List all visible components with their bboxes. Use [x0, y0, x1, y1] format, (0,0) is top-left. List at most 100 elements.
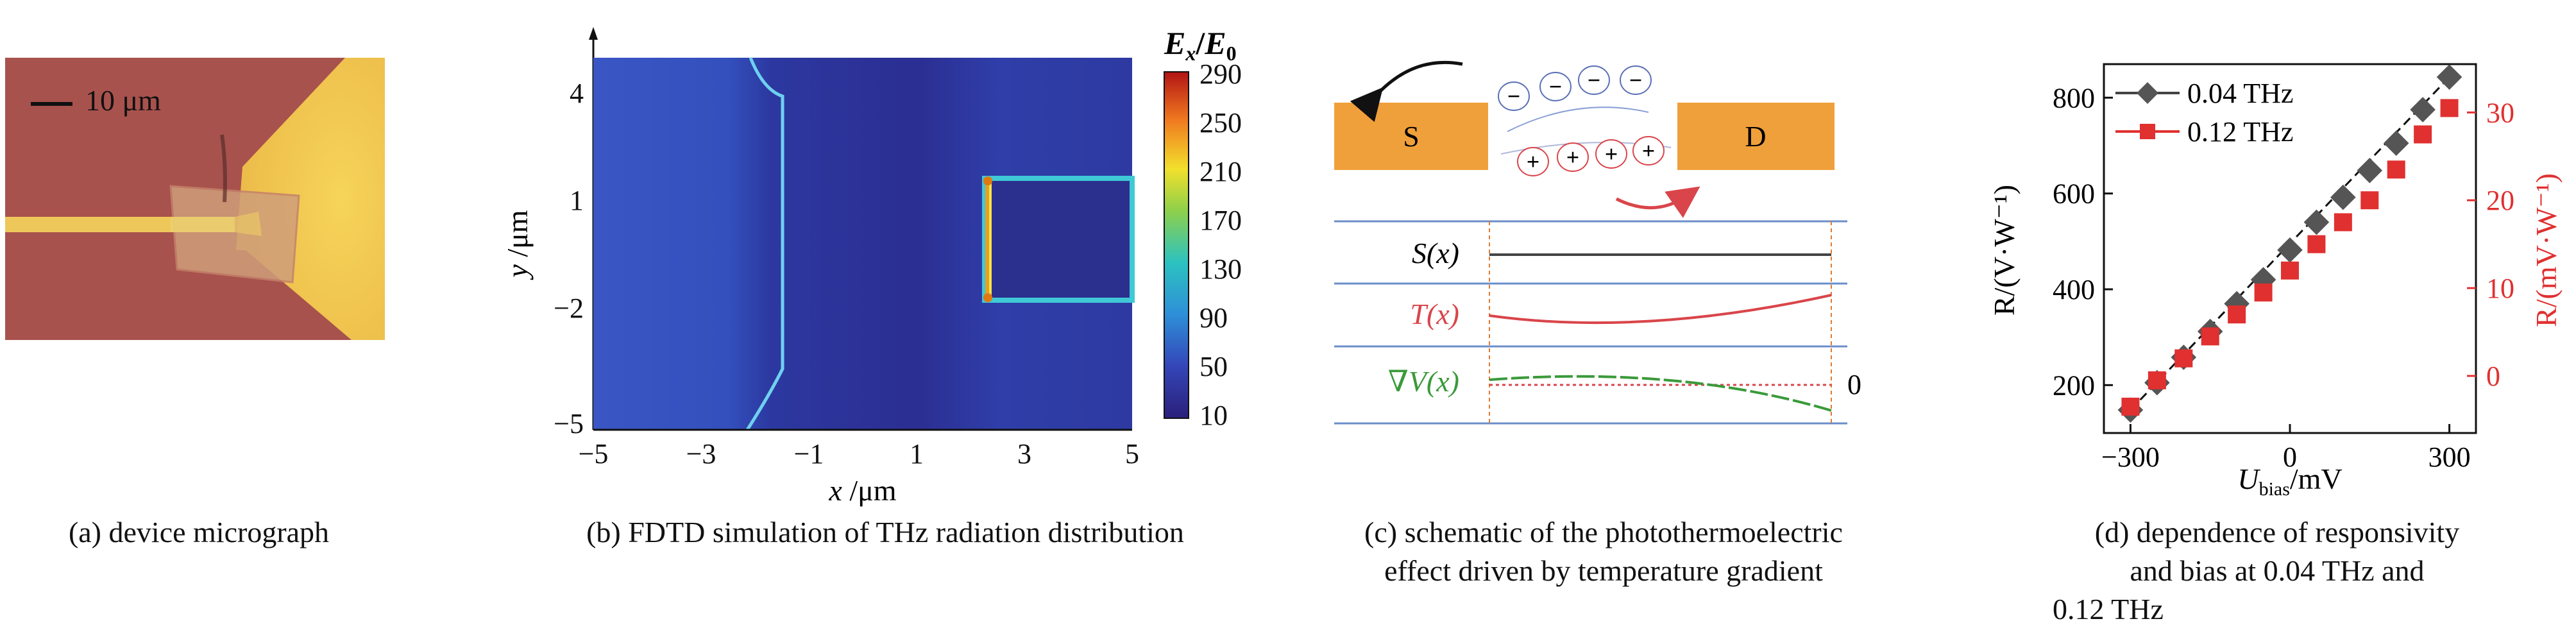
- y-tick-label: 4: [570, 78, 584, 109]
- panel-a: 10 μm: [5, 58, 385, 340]
- caption-c-line1: (c) schematic of the photothermoelectric: [1364, 516, 1843, 548]
- data-point-012thz: [2334, 213, 2352, 232]
- caption-b-text: (b) FDTD simulation of THz radiation dis…: [586, 516, 1184, 548]
- hole-flow-arrow: [1615, 186, 1700, 218]
- y-tick-label-right: 0: [2486, 361, 2500, 392]
- y-axis-arrow: [589, 27, 598, 40]
- panel-d: −300 0 300 200 400 600 800 0 10 20 30 0.04 THz 0.1…: [1976, 51, 2572, 500]
- y-tick-label: 1: [570, 185, 584, 216]
- colorbar-tick: 210: [1199, 156, 1242, 187]
- electron-flow-arrow: [1350, 60, 1463, 123]
- x-tick-label: −1: [794, 438, 824, 470]
- data-point-012thz: [2307, 235, 2326, 253]
- minus-charge: −: [1549, 74, 1563, 99]
- caption-d-line2: and bias at 0.04 THz and: [2130, 554, 2425, 587]
- temperature-label: T(x): [1410, 298, 1459, 330]
- legend-label-2: 0.12 THz: [2187, 116, 2293, 148]
- drain-label: D: [1745, 120, 1766, 153]
- panel-c: S D − − − − + + + +: [1321, 26, 1886, 436]
- plus-charge: +: [1566, 144, 1580, 170]
- colorbar-tick: 170: [1199, 205, 1242, 236]
- colorbar-title: Ex/E0: [1164, 25, 1237, 65]
- caption-d: (d) dependence of responsivity and bias …: [2008, 513, 2546, 629]
- device-micrograph-image: 10 μm: [5, 58, 385, 340]
- data-point-012thz: [2228, 305, 2246, 324]
- minus-charge: −: [1629, 67, 1643, 93]
- x-tick-label: −3: [686, 438, 716, 470]
- data-point-012thz: [2148, 371, 2166, 389]
- colorbar: [1164, 71, 1189, 419]
- data-point-004thz: [2357, 157, 2383, 183]
- caption-b: (b) FDTD simulation of THz radiation dis…: [487, 513, 1283, 552]
- colorbar-ticks: 290 250 210 170 130 90 50 10: [1199, 58, 1242, 431]
- data-point-012thz: [2414, 125, 2432, 144]
- x-tick-label: 0: [2283, 441, 2297, 473]
- legend: 0.04 THz 0.12 THz: [2115, 78, 2293, 148]
- caption-c: (c) schematic of the photothermoelectric…: [1321, 513, 1886, 590]
- panel-b: −5 −3 −1 1 3 5 4 1 −2 −5 x /μm y /μm 290…: [487, 19, 1283, 507]
- data-point-012thz: [2254, 283, 2273, 302]
- responsivity-chart: −300 0 300 200 400 600 800 0 10 20 30 0.04 THz 0.1…: [1988, 63, 2563, 500]
- seebeck-label: S(x): [1412, 237, 1459, 269]
- x-axis-label: x /μm: [828, 474, 896, 507]
- y-tick-label-right: 20: [2486, 185, 2514, 216]
- minus-charge: −: [1588, 67, 1601, 93]
- x-axis-label: Ubias/mV: [2237, 463, 2342, 500]
- electron-charges: − − − −: [1498, 65, 1652, 111]
- legend-diamond-marker: [2137, 82, 2158, 104]
- y-axis-label-right: R/(mV·W⁻¹): [2530, 173, 2563, 327]
- data-point-012thz: [2387, 160, 2405, 179]
- plus-charge: +: [1605, 141, 1618, 167]
- colorbar-tick: 130: [1199, 253, 1242, 285]
- colorbar-tick: 290: [1199, 58, 1242, 90]
- gate-edge-field: [745, 57, 784, 431]
- y-tick-label-left: 800: [2053, 82, 2095, 114]
- scale-label: 10 μm: [85, 84, 161, 117]
- data-point-004thz: [2383, 130, 2409, 157]
- data-point-004thz: [2303, 209, 2330, 235]
- plus-charge: +: [1527, 149, 1540, 174]
- y-tick-label-left: 400: [2053, 274, 2095, 305]
- y-axis-label-left: R/(V·W⁻¹): [1988, 185, 2021, 316]
- y-tick-label-right: 30: [2486, 97, 2514, 128]
- x-tick-label: −300: [2101, 441, 2160, 473]
- y-tick-label-left: 200: [2053, 369, 2095, 401]
- data-point-004thz: [2436, 64, 2462, 90]
- drain-electrode: [1677, 103, 1835, 170]
- data-point-012thz: [2201, 327, 2219, 346]
- source-label: S: [1403, 120, 1419, 153]
- voltage-gradient-label: ∇V(x): [1388, 365, 1459, 398]
- caption-d-line1: (d) dependence of responsivity: [2094, 516, 2460, 548]
- data-point-004thz: [2330, 184, 2356, 210]
- y-tick-label: −2: [554, 293, 584, 324]
- drain-edge-field: [982, 176, 1135, 303]
- x-tick-label: −5: [579, 438, 609, 470]
- y-tick-label: −5: [554, 408, 584, 439]
- caption-a-text: (a) device micrograph: [68, 516, 330, 548]
- legend-label-1: 0.04 THz: [2187, 78, 2293, 109]
- colorbar-tick: 50: [1199, 351, 1228, 382]
- voltage-gradient-curve: [1489, 375, 1832, 412]
- caption-a: (a) device micrograph: [0, 513, 398, 552]
- caption-d-line3: 0.12 THz: [2053, 593, 2164, 625]
- profile-grid: [1334, 220, 1847, 425]
- data-point-004thz: [2277, 237, 2303, 263]
- caption-c-line2: effect driven by temperature gradient: [1384, 554, 1823, 587]
- temperature-curve: [1489, 294, 1832, 325]
- y-axis-label: y /μm: [501, 210, 534, 280]
- photothermoelectric-schematic: S D − − − − + + + +: [1334, 60, 1861, 425]
- y-tick-label-left: 600: [2053, 178, 2095, 210]
- minus-charge: −: [1507, 83, 1521, 109]
- legend-square-marker: [2140, 124, 2155, 139]
- x-tick-label: 5: [1125, 438, 1139, 470]
- channel-material: [169, 185, 300, 284]
- data-point-012thz: [2281, 261, 2299, 280]
- data-point-012thz: [2174, 349, 2193, 368]
- data-point-012thz: [2360, 191, 2379, 210]
- y-tick-label-right: 10: [2486, 273, 2514, 304]
- colorbar-tick: 10: [1199, 400, 1228, 431]
- colorbar-tick: 90: [1199, 302, 1228, 334]
- y-tick-labels: 4 1 −2 −5: [554, 78, 584, 439]
- plus-charge: +: [1642, 138, 1656, 164]
- x-tick-label: 3: [1017, 438, 1031, 470]
